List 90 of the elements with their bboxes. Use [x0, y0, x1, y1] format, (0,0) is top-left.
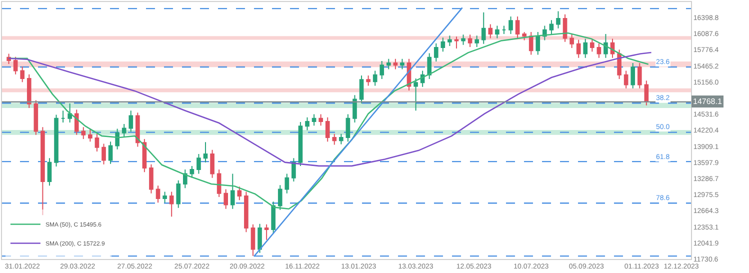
candlestick: [162, 191, 167, 204]
candlestick: [604, 34, 608, 58]
candlestick: [352, 94, 357, 123]
candlestick: [40, 126, 45, 216]
candlestick: [47, 158, 52, 186]
line-series: [8, 52, 652, 167]
candlestick: [108, 141, 113, 164]
candlestick: [528, 32, 534, 56]
candlestick: [34, 100, 38, 136]
candlestick: [128, 110, 134, 132]
candlestick: [332, 133, 337, 146]
candlestick: [359, 74, 364, 104]
candlestick: [366, 74, 370, 86]
candlestick: [488, 24, 493, 39]
candlestick: [284, 173, 290, 194]
candlestick: [122, 124, 126, 137]
candlestick: [190, 165, 194, 178]
candlestick: [372, 70, 378, 86]
candlestick: [74, 109, 79, 136]
candlestick: [68, 102, 72, 123]
candlestick: [325, 116, 330, 142]
candlestick: [88, 128, 92, 142]
candlestick: [20, 66, 25, 83]
candlestick: [448, 35, 452, 46]
candlestick: [624, 70, 628, 89]
candlestick: [393, 58, 398, 70]
candlestick: [590, 38, 594, 52]
candlestick: [522, 32, 526, 41]
candlestick: [434, 42, 438, 62]
candlestick: [596, 42, 602, 58]
candlestick: [176, 180, 181, 208]
candlestick: [536, 32, 540, 56]
candlestick: [400, 58, 404, 70]
candlestick: [570, 34, 574, 49]
candlestick: [94, 133, 100, 152]
candlestick: [440, 37, 446, 52]
candlestick: [556, 10, 560, 29]
candlestick: [54, 114, 58, 167]
candlestick: [380, 60, 384, 80]
candlestick: [237, 186, 242, 201]
candlestick: [13, 56, 18, 75]
candlestick: [576, 39, 581, 58]
candlestick: [81, 126, 86, 140]
candlestick: [474, 35, 479, 48]
line-series: [8, 32, 650, 210]
candlestick: [271, 201, 276, 234]
candlestick: [495, 25, 500, 39]
candlestick: [292, 158, 296, 182]
candlestick: [244, 191, 248, 233]
ref-line-label: 14768.1: [693, 97, 722, 106]
candlestick: [258, 223, 262, 254]
candlestick: [169, 191, 174, 218]
candlestick: [481, 12, 486, 44]
candlestick: [502, 25, 506, 35]
candlestick: [264, 224, 269, 240]
candlestick: [386, 58, 391, 70]
candlestick: [156, 185, 160, 204]
candlestick: [414, 78, 418, 112]
candlestick: [216, 169, 222, 198]
candlestick: [149, 164, 154, 194]
candlestick: [136, 112, 140, 148]
candlestick: [508, 16, 513, 35]
candlestick: [454, 36, 459, 50]
candlestick: [312, 114, 316, 126]
candlestick: [305, 116, 310, 131]
candlestick: [224, 188, 228, 210]
candlestick: [549, 20, 554, 35]
candlestick: [230, 173, 235, 210]
candlestick: [583, 38, 588, 58]
candlestick: [102, 143, 106, 165]
candlestick: [278, 184, 282, 210]
candlestick: [210, 149, 214, 178]
candlestick: [203, 142, 208, 163]
candlestick: [644, 80, 649, 106]
candlestick: [60, 110, 66, 123]
candlestick: [26, 74, 32, 109]
candlestick: [346, 114, 350, 142]
candlestick: [196, 154, 201, 174]
candlestick: [427, 52, 432, 80]
candlestick: [515, 16, 520, 39]
candlestick: [461, 34, 466, 46]
candlestick: [637, 62, 642, 89]
candlestick: [339, 133, 344, 145]
candlestick: [298, 121, 303, 166]
candlestick: [115, 128, 120, 150]
candlestick: [318, 114, 323, 126]
candlestick: [250, 224, 256, 256]
candlestick: [630, 62, 636, 89]
candlestick: [617, 49, 622, 80]
candlestick: [468, 34, 472, 48]
